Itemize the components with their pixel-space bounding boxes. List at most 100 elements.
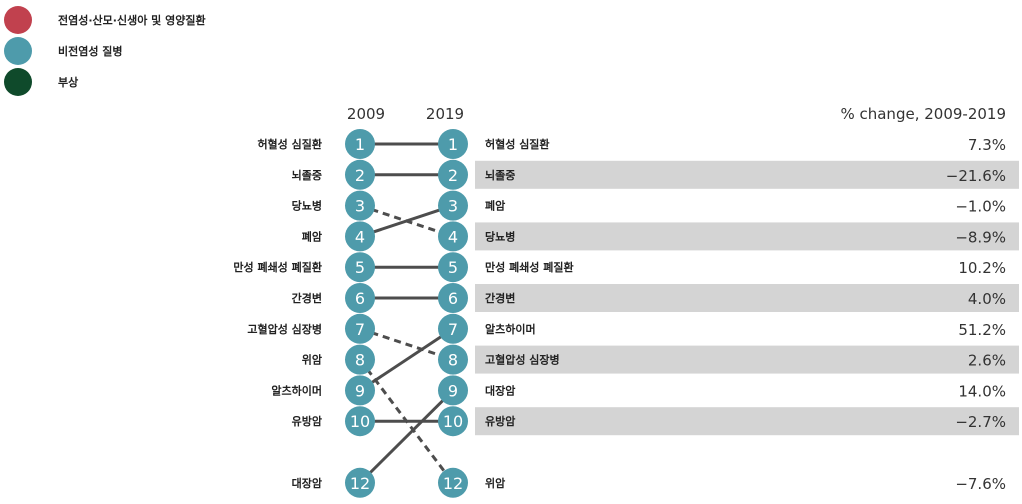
left-rank-node [345, 467, 375, 498]
right-rank-node [438, 159, 468, 190]
connector-line [359, 327, 454, 392]
legend-swatch [4, 37, 32, 65]
right-cause-label: 간경변 [485, 291, 515, 305]
right-cause-label: 만성 폐쇄성 폐질환 [485, 260, 574, 274]
left-rank-node [345, 221, 375, 252]
right-cause-label: 허혈성 심질환 [485, 137, 550, 151]
rank-connectors [358, 142, 455, 484]
percent-change-value: 2.6% [968, 352, 1006, 370]
right-rank-node [438, 129, 468, 159]
left-rank-number: 6 [355, 289, 365, 308]
right-rank-node [438, 467, 468, 498]
right-rank-number: 1 [448, 135, 458, 154]
row-stripe [475, 160, 1019, 189]
percent-change-value: −21.6% [946, 167, 1006, 185]
left-cause-label: 위암 [302, 354, 322, 367]
percent-change-value: −8.9% [955, 228, 1006, 246]
left-rank-number: 8 [355, 351, 365, 370]
right-cause-label: 당뇨병 [485, 229, 515, 243]
left-cause-label: 유방암 [292, 414, 322, 428]
left-rank-node [345, 283, 375, 313]
left-rank-number: 3 [355, 197, 365, 216]
left-rank-number: 1 [355, 135, 365, 154]
left-cause-label: 당뇨병 [292, 199, 322, 213]
left-cause-label: 만성 폐쇄성 폐질환 [233, 260, 322, 274]
left-rank-node [345, 406, 375, 437]
left-cause-label: 간경변 [292, 291, 322, 305]
legend-swatch [4, 68, 32, 96]
left-cause-label: 대장암 [292, 476, 322, 490]
left-rank-node [345, 129, 375, 159]
left-rank-number: 2 [355, 166, 365, 185]
header-percent-change: % change, 2009-2019 [840, 105, 1006, 123]
legend-swatch [4, 6, 32, 34]
left-cause-label: 폐암 [302, 229, 322, 243]
percent-change-value: 4.0% [968, 290, 1006, 308]
right-rank-number: 7 [448, 320, 458, 339]
left-rank-node [345, 159, 375, 190]
legend-label: 비전염성 질병 [58, 45, 123, 58]
left-cause-label: 알츠하이머 [271, 383, 322, 397]
header-2019: 2019 [426, 105, 464, 123]
percent-change-value: 10.2% [958, 259, 1006, 277]
percent-change-value: −2.7% [955, 413, 1006, 431]
right-cause-label: 대장암 [485, 383, 515, 397]
right-rank-node [438, 252, 468, 283]
right-rank-number: 5 [448, 258, 458, 277]
row-stripe [475, 284, 1019, 312]
right-cause-label: 위암 [485, 477, 505, 490]
right-rank-number: 2 [448, 166, 458, 185]
connector-line [359, 204, 454, 238]
left-rank-number: 4 [355, 227, 365, 246]
row-stripes [475, 160, 1019, 436]
legend-label: 부상 [58, 76, 79, 89]
row-stripe [475, 407, 1019, 436]
right-rank-number: 6 [448, 289, 458, 308]
legend-item: 전염성·산모·신생아 및 영양질환 [4, 5, 206, 35]
left-rank-node [345, 313, 375, 344]
header-2009: 2009 [347, 105, 385, 123]
left-cause-label: 뇌졸중 [292, 168, 322, 182]
connector-line [359, 327, 454, 362]
right-cause-label: 알츠하이머 [485, 322, 536, 336]
left-cause-label: 고혈압성 심장병 [247, 322, 322, 336]
right-rank-node [438, 221, 468, 252]
right-rank-number: 12 [443, 474, 463, 493]
percent-change-value: 51.2% [958, 321, 1006, 339]
right-rank-node [438, 344, 468, 375]
left-rank-number: 9 [355, 381, 365, 400]
right-rank-node [438, 190, 468, 221]
percent-change-value: 7.3% [968, 136, 1006, 154]
row-stripe [475, 345, 1019, 374]
right-cause-label: 고혈압성 심장병 [485, 353, 560, 367]
connector-line [358, 389, 455, 484]
percent-change-value: 14.0% [958, 382, 1006, 400]
left-rank-node [345, 190, 375, 221]
right-rank-number: 9 [448, 381, 458, 400]
right-rank-number: 3 [448, 197, 458, 216]
legend-label: 전염성·산모·신생아 및 영양질환 [58, 14, 206, 27]
right-rank-node [438, 375, 468, 406]
left-rank-number: 12 [350, 474, 370, 493]
right-cause-label: 폐암 [485, 199, 505, 213]
left-rank-node [345, 252, 375, 283]
row-stripe [475, 222, 1019, 251]
left-rank-node [345, 375, 375, 406]
left-rank-number: 10 [350, 412, 370, 431]
left-rank-number: 5 [355, 258, 365, 277]
left-cause-label: 허혈성 심질환 [257, 137, 322, 151]
right-cause-label: 뇌졸중 [485, 168, 515, 182]
right-rank-number: 4 [448, 227, 458, 246]
left-rank-node [345, 344, 375, 375]
right-rank-number: 8 [448, 351, 458, 370]
percent-change-value: −1.0% [955, 198, 1006, 216]
legend-item: 비전염성 질병 [4, 36, 123, 66]
legend-item: 부상 [4, 67, 78, 97]
right-cause-label: 유방암 [485, 414, 515, 428]
right-rank-node [438, 313, 468, 344]
right-rank-node [438, 283, 468, 313]
